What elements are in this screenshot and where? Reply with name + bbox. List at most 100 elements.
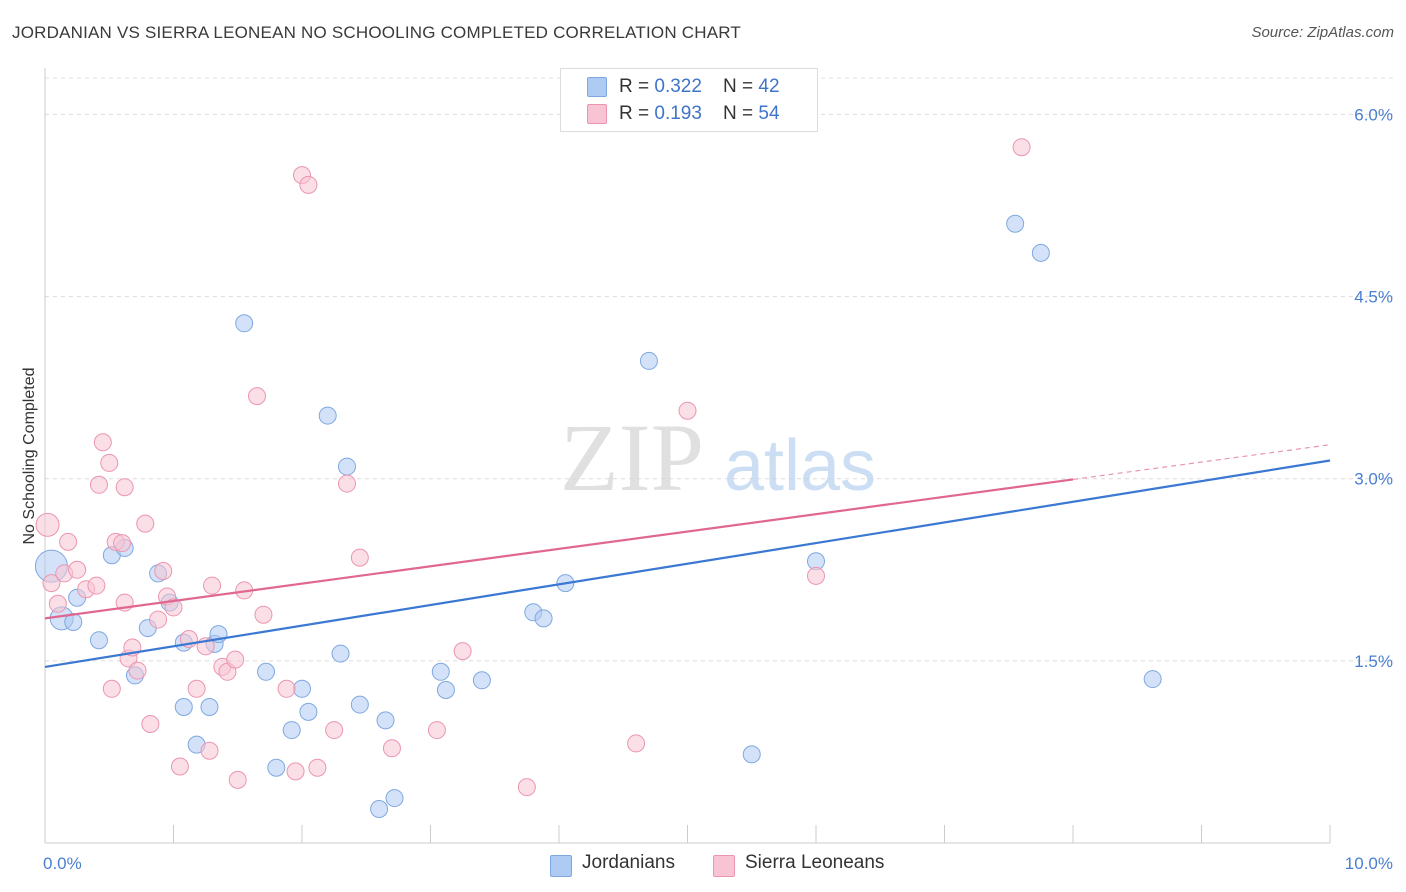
- trend-line-sierra-leoneans-extension: [1072, 444, 1331, 481]
- point-sierra-leonean: [102, 679, 121, 698]
- bottom-legend-swatch-jordanians: [550, 855, 572, 877]
- legend-r-value: 0.322: [654, 76, 702, 97]
- y-axis-label: No Schooling Completed: [21, 368, 38, 545]
- point-sierra-leonean: [350, 548, 369, 567]
- point-sierra-leonean: [93, 433, 112, 452]
- point-sierra-leonean: [807, 566, 825, 585]
- legend-r-label: R =: [619, 76, 655, 97]
- legend-swatch-jordanians: [587, 77, 607, 97]
- legend-n-value: 54: [758, 103, 780, 124]
- point-sierra-leonean: [254, 605, 273, 624]
- bottom-legend-label-sierra-leoneans: Sierra Leoneans: [745, 852, 885, 873]
- y-tick-label: 6.0%: [1354, 105, 1393, 124]
- legend-r-label: R =: [619, 103, 655, 124]
- point-jordanian: [331, 644, 350, 663]
- point-sierra-leonean: [128, 661, 147, 680]
- axis-labels: 1.5% 3.0% 4.5% 6.0% 0.0% 10.0% No Schooling Co…: [21, 105, 1393, 873]
- watermark: ZIP atlas: [560, 404, 876, 511]
- point-jordanian: [742, 745, 761, 764]
- point-sierra-leonean: [277, 679, 296, 698]
- point-jordanian: [1006, 214, 1025, 233]
- trend-line-sierra-leoneans: [44, 478, 1074, 620]
- point-sierra-leonean: [42, 574, 61, 593]
- point-jordanian: [431, 662, 450, 681]
- y-tick-label: 1.5%: [1354, 652, 1393, 671]
- point-jordanian: [267, 758, 286, 777]
- point-sierra-leonean: [286, 762, 305, 781]
- point-sierra-leonean: [149, 610, 168, 629]
- chart-title: JORDANIAN VS SIERRA LEONEAN NO SCHOOLING…: [12, 23, 741, 42]
- point-sierra-leonean: [308, 758, 327, 777]
- point-sierra-leonean: [248, 387, 267, 406]
- point-sierra-leonean: [35, 512, 60, 537]
- axes: [44, 68, 1331, 844]
- point-sierra-leonean: [100, 453, 119, 472]
- legend-n-label: N =: [723, 103, 759, 124]
- point-sierra-leonean: [136, 514, 155, 533]
- watermark-zip: ZIP: [560, 404, 704, 511]
- x-tick-label-min: 0.0%: [43, 854, 82, 873]
- point-sierra-leonean: [453, 642, 472, 661]
- trend-line-jordanians: [44, 459, 1331, 669]
- point-sierra-leonean: [427, 721, 446, 740]
- point-sierra-leonean: [89, 475, 108, 494]
- point-sierra-leonean: [627, 734, 646, 753]
- point-jordanian: [318, 406, 337, 425]
- point-sierra-leonean: [200, 741, 219, 760]
- point-sierra-leonean: [170, 757, 189, 776]
- y-tick-label: 3.0%: [1354, 470, 1393, 489]
- point-sierra-leonean: [228, 770, 247, 789]
- point-jordanian: [534, 609, 553, 628]
- point-jordanian: [293, 679, 311, 698]
- point-sierra-leonean: [226, 650, 245, 669]
- point-sierra-leonean: [59, 532, 78, 551]
- data-points: [34, 138, 1162, 818]
- point-sierra-leonean: [68, 560, 87, 579]
- point-sierra-leonean: [154, 562, 173, 580]
- point-sierra-leonean: [299, 175, 318, 194]
- legend-r-value: 0.193: [654, 103, 702, 124]
- legend-n-label: N =: [723, 76, 759, 97]
- point-jordanian: [174, 698, 193, 716]
- point-jordanian: [376, 711, 395, 730]
- point-sierra-leonean: [517, 778, 536, 797]
- point-jordanian: [200, 698, 219, 716]
- grid-lines: [45, 77, 1395, 662]
- point-jordanian: [1143, 670, 1162, 689]
- point-jordanian: [235, 314, 254, 333]
- point-sierra-leonean: [164, 598, 183, 617]
- legend-swatch-sierra-leoneans: [587, 104, 607, 124]
- bottom-legend-label-jordanians: Jordanians: [582, 852, 675, 873]
- x-tick-label-max: 10.0%: [1345, 854, 1393, 873]
- trend-lines: [44, 444, 1331, 669]
- point-jordanian: [436, 681, 455, 699]
- point-jordanian: [257, 662, 276, 681]
- y-tick-label: 4.5%: [1354, 288, 1393, 307]
- point-sierra-leonean: [337, 474, 356, 493]
- point-sierra-leonean: [113, 534, 132, 553]
- point-jordanian: [472, 671, 491, 690]
- source-label: Source: ZipAtlas.com: [1251, 24, 1394, 41]
- point-sierra-leonean: [115, 478, 134, 497]
- watermark-atlas: atlas: [724, 426, 876, 506]
- point-sierra-leonean: [325, 721, 344, 740]
- point-sierra-leonean: [87, 576, 106, 595]
- point-jordanian: [337, 457, 356, 476]
- point-sierra-leonean: [678, 401, 697, 420]
- point-sierra-leonean: [1012, 138, 1031, 157]
- point-jordanian: [639, 351, 658, 370]
- point-jordanian: [282, 721, 301, 740]
- point-jordanian: [350, 695, 369, 714]
- point-jordanian: [89, 631, 108, 650]
- point-jordanian: [1031, 243, 1050, 262]
- stats-legend: R = 0.322 N = 42 R = 0.193 N = 54: [560, 68, 818, 132]
- point-sierra-leonean: [382, 739, 401, 758]
- point-sierra-leonean: [187, 679, 206, 698]
- point-sierra-leonean: [48, 594, 67, 613]
- point-jordanian: [370, 800, 389, 818]
- point-jordanian: [385, 789, 404, 808]
- point-sierra-leonean: [141, 715, 160, 733]
- bottom-legend-swatch-sierra-leoneans: [713, 855, 735, 877]
- legend-n-value: 42: [758, 76, 780, 97]
